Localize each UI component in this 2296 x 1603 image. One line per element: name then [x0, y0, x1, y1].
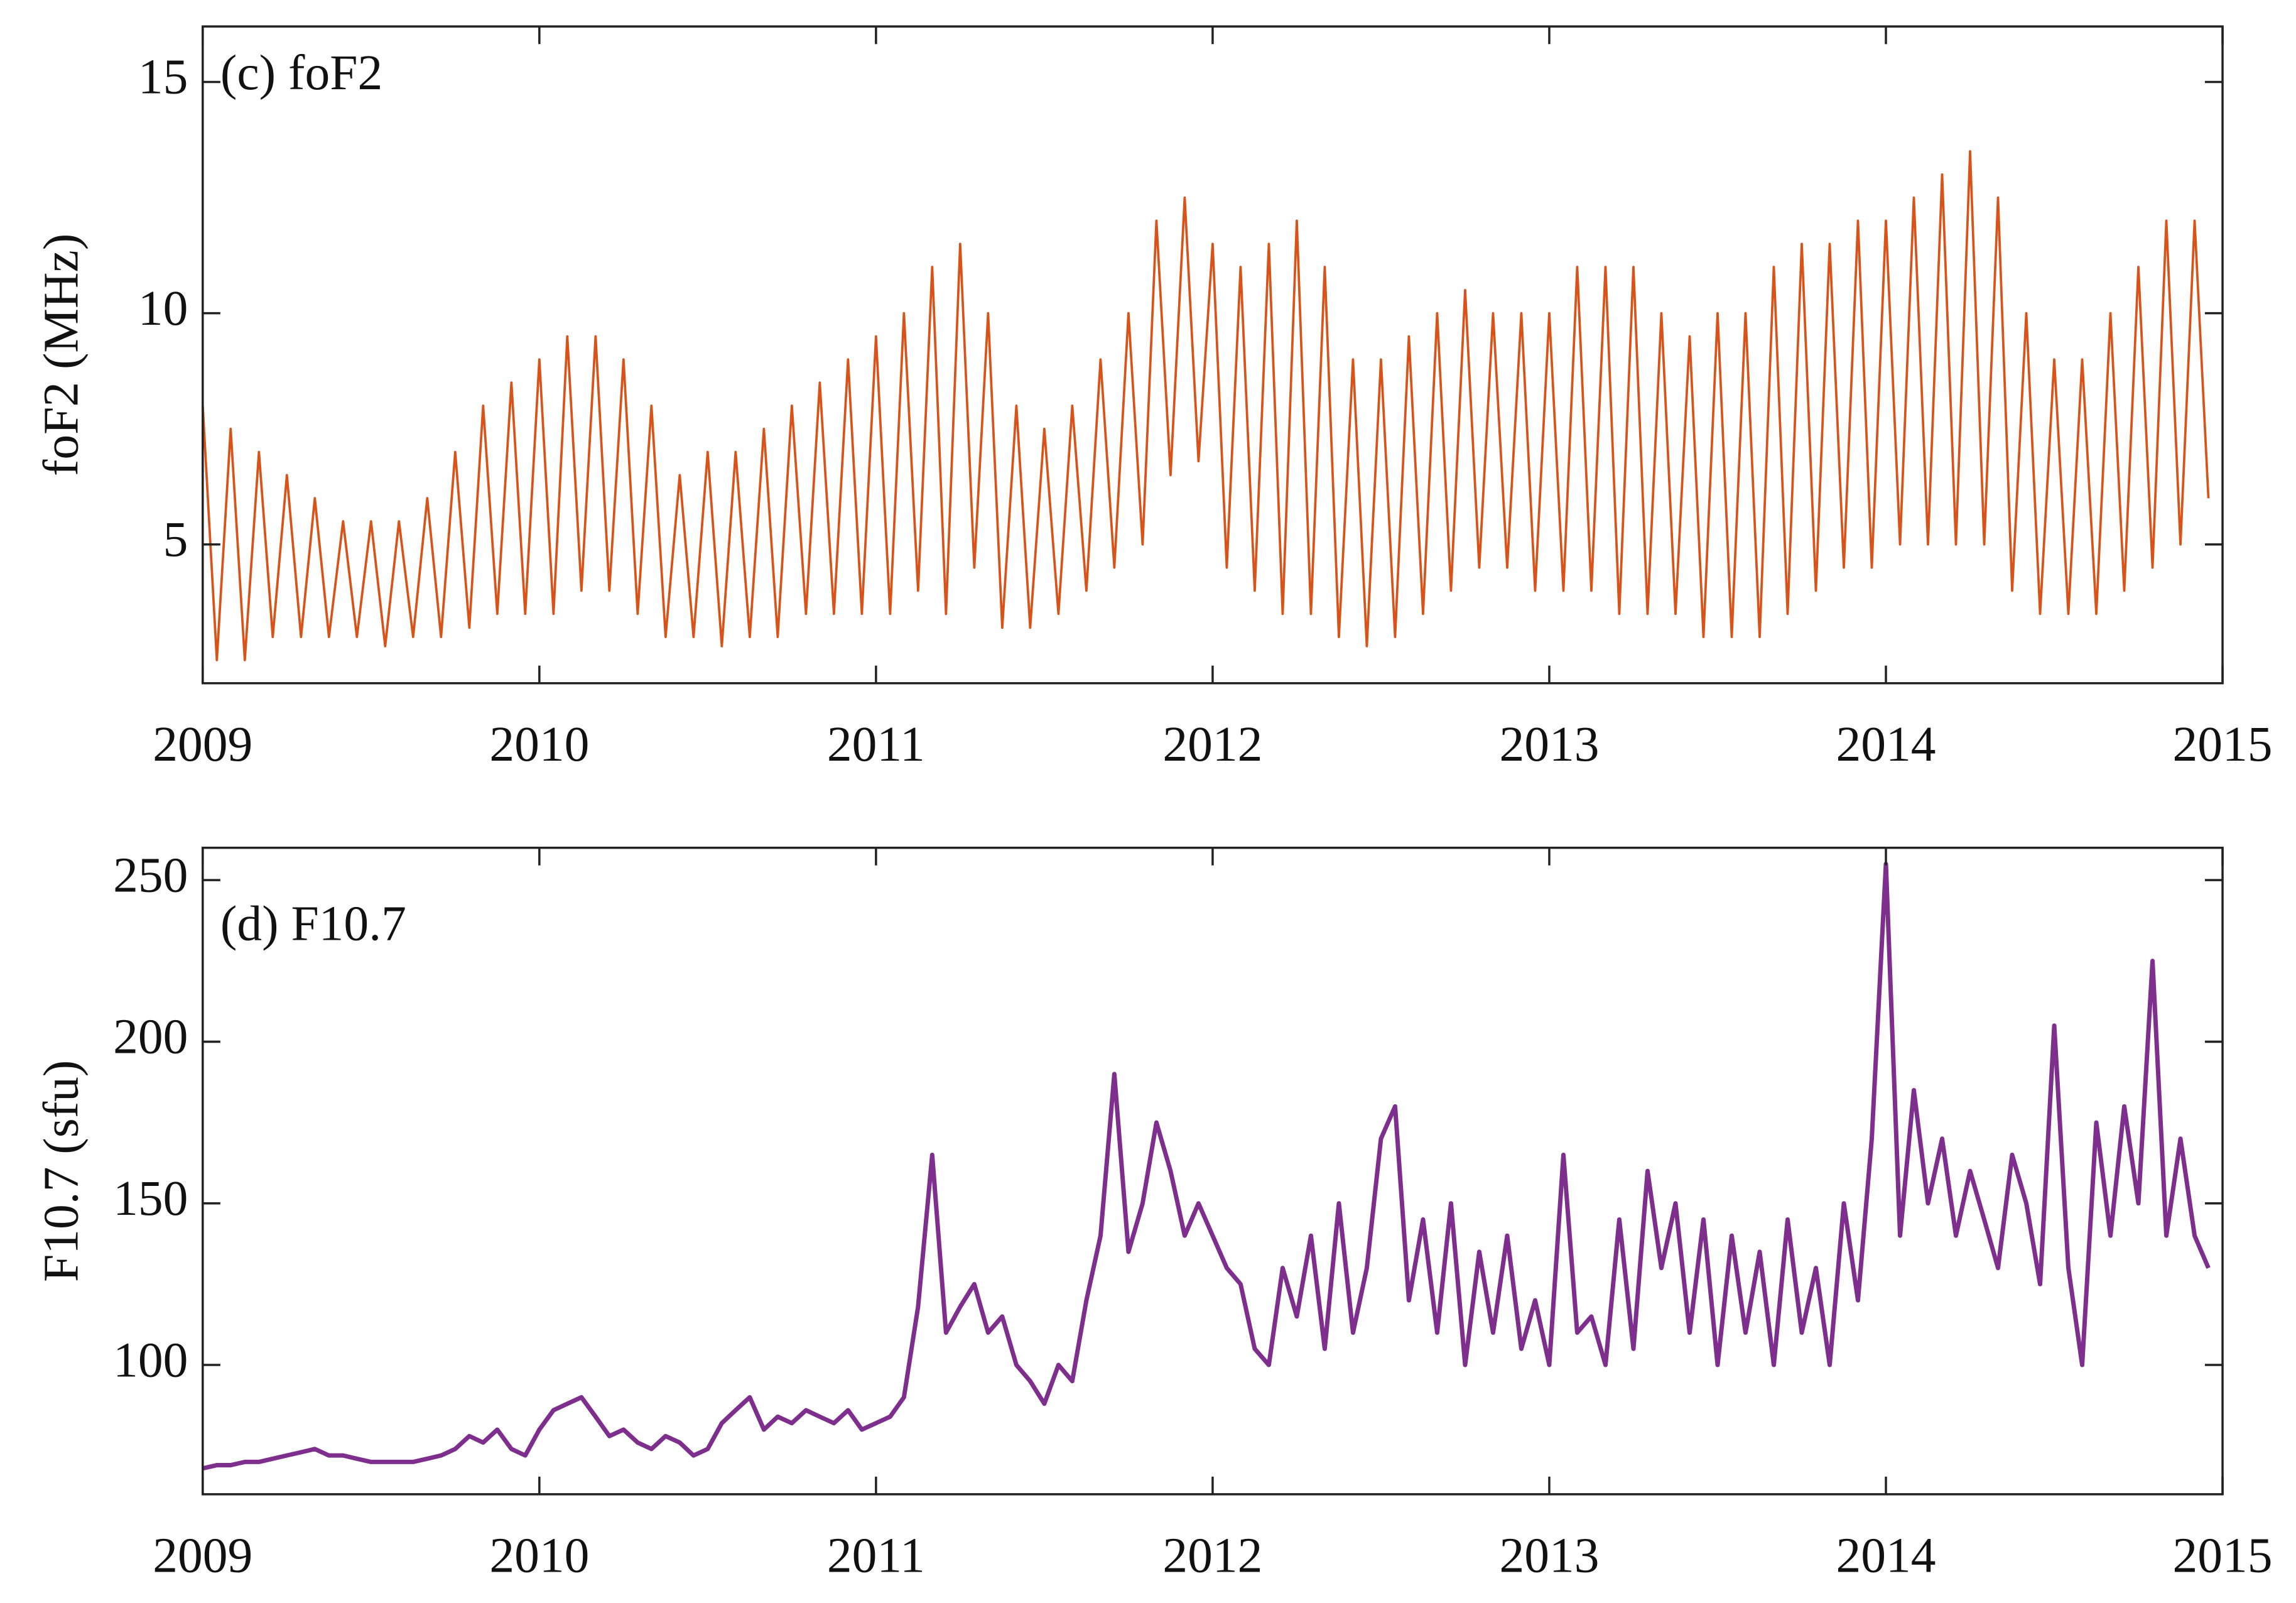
- y-tick-label: 100: [113, 1332, 188, 1388]
- y-tick-label: 15: [138, 50, 188, 105]
- y-tick-label: 200: [113, 1009, 188, 1065]
- y-tick-label: 250: [113, 847, 188, 903]
- y-tick-label: 10: [138, 281, 188, 336]
- x-tick-label: 2012: [1162, 717, 1262, 772]
- x-tick-label: 2009: [153, 1528, 252, 1583]
- x-tick-label: 2014: [1836, 717, 1936, 772]
- x-tick-label: 2013: [1499, 717, 1599, 772]
- x-tick-label: 2011: [827, 717, 925, 772]
- y-tick-label: 150: [113, 1171, 188, 1226]
- panel-title: (d) F10.7: [220, 896, 406, 952]
- x-tick-label: 2015: [2173, 1528, 2273, 1583]
- data-line: [201, 150, 2210, 661]
- x-tick-label: 2013: [1499, 1528, 1599, 1583]
- y-axis-label: F10.7 (sfu): [34, 1060, 89, 1282]
- axes-box: [202, 846, 2224, 1496]
- x-tick-label: 2012: [1162, 1528, 1262, 1583]
- y-tick-label: 5: [163, 512, 188, 567]
- x-tick-label: 2010: [489, 717, 589, 772]
- x-tick-label: 2009: [153, 717, 252, 772]
- data-line: [202, 861, 2211, 1471]
- y-axis-label: foF2 (MHz): [34, 234, 89, 476]
- x-tick-label: 2010: [489, 1528, 589, 1583]
- x-tick-label: 2015: [2173, 717, 2273, 772]
- panel-title: (c) foF2: [220, 45, 382, 101]
- x-tick-label: 2014: [1836, 1528, 1936, 1583]
- x-tick-label: 2011: [827, 1528, 925, 1583]
